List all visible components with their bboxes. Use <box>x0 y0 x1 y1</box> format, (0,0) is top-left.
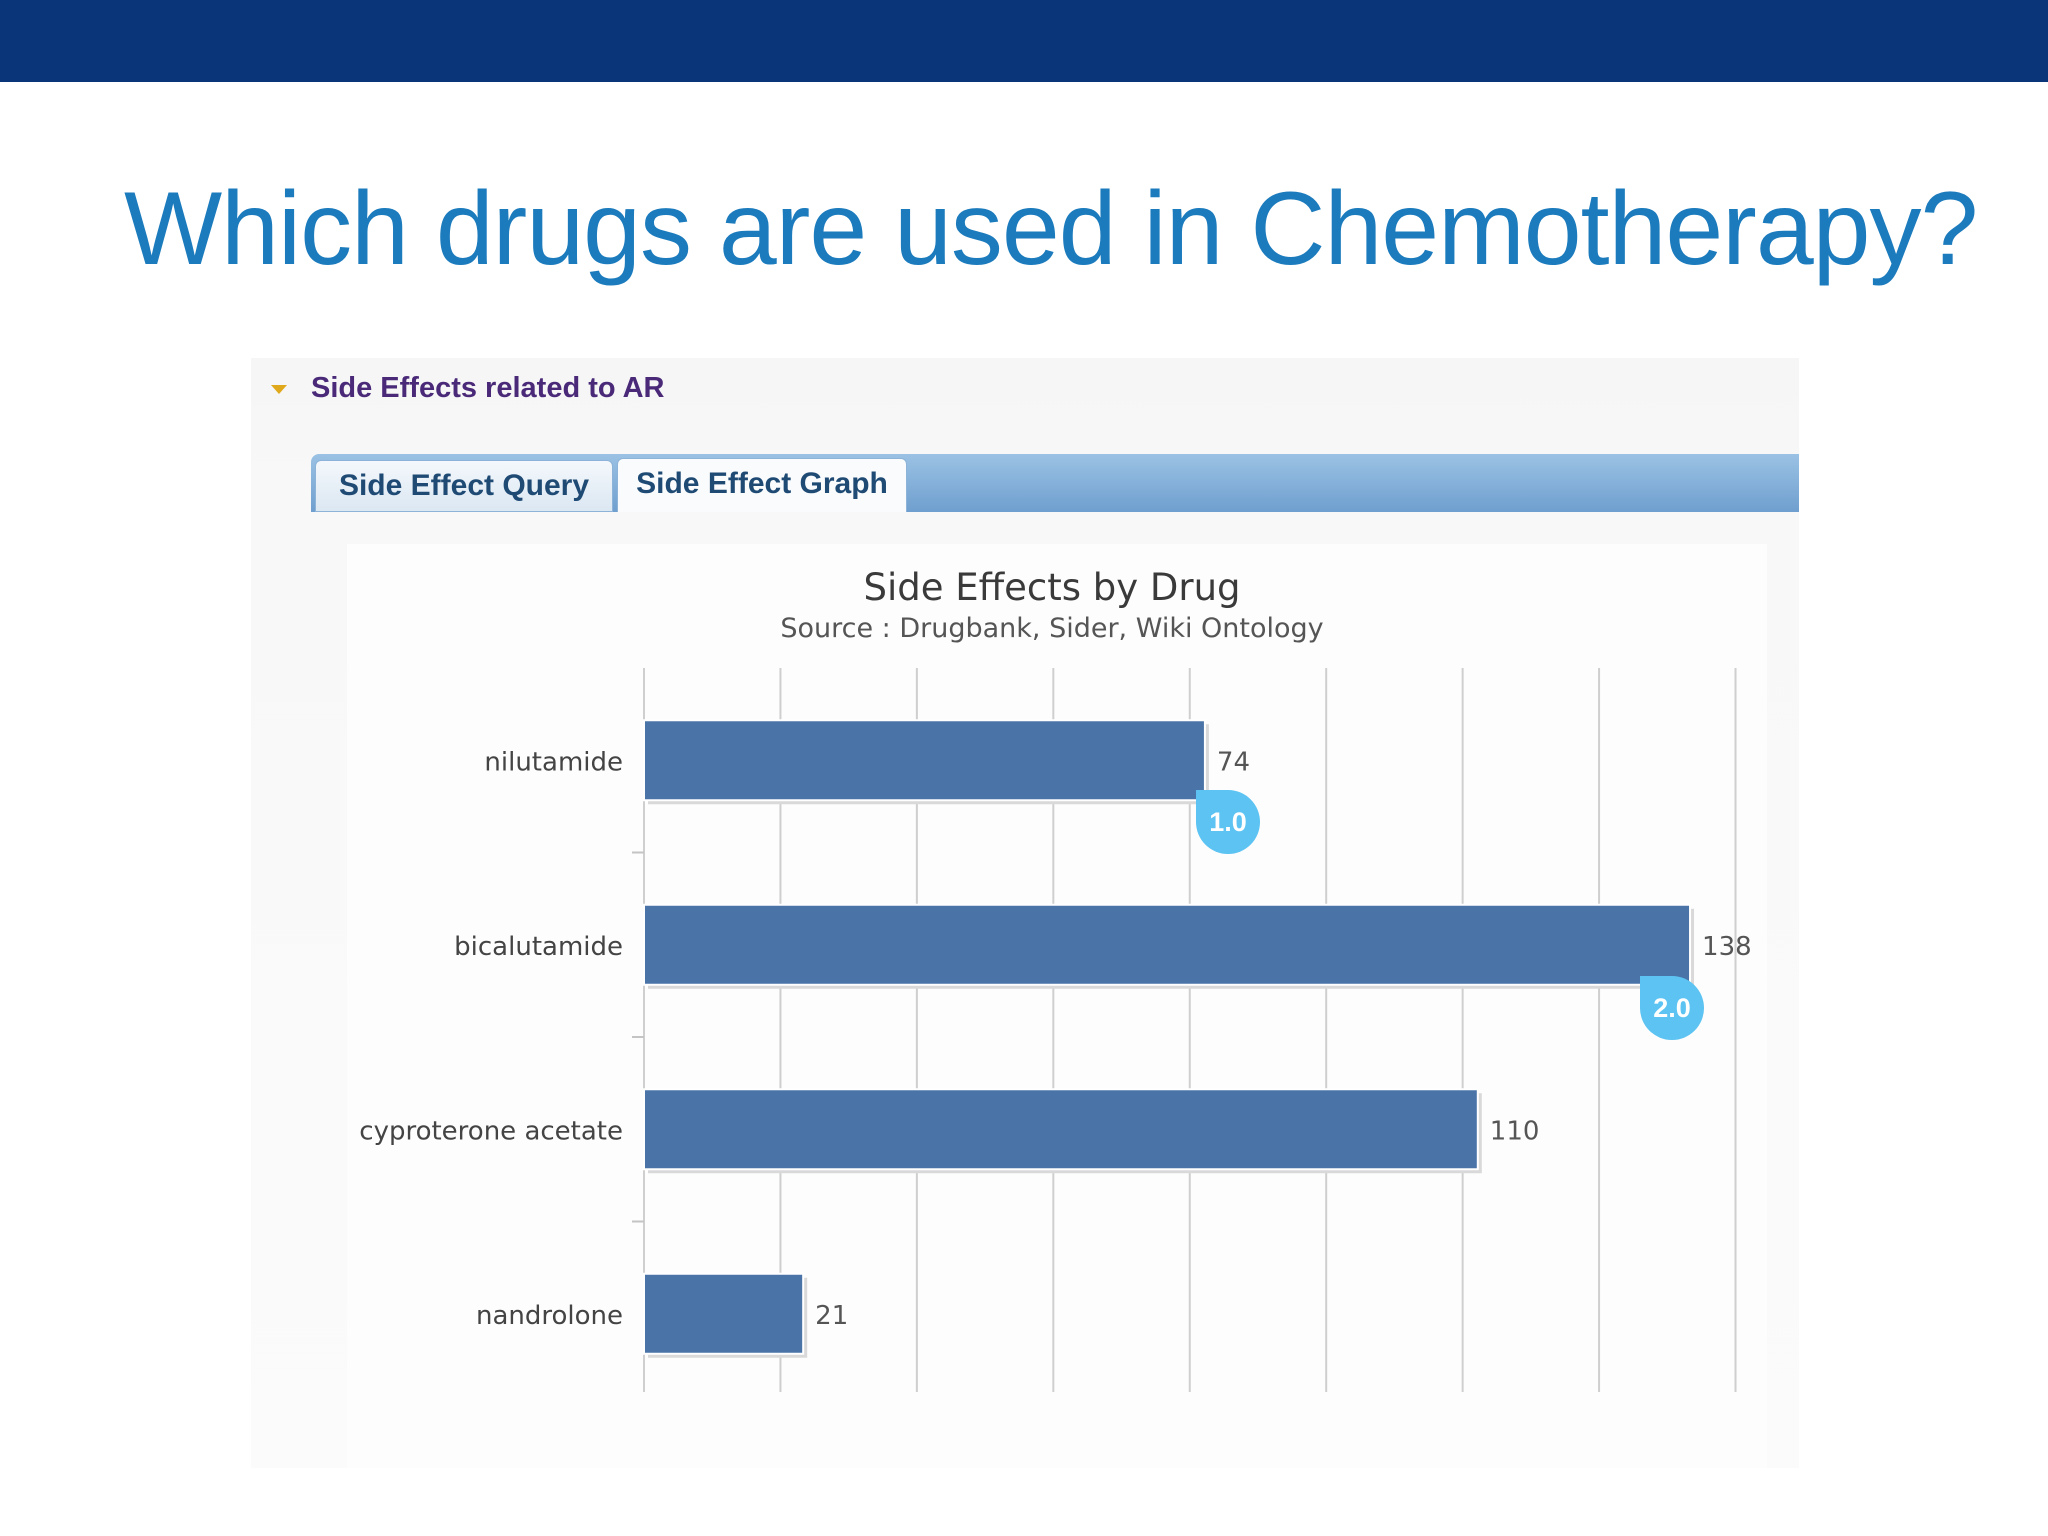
bar-nilutamide <box>643 719 1206 802</box>
bar-bicalutamide <box>643 903 1692 986</box>
callout-label-1: 1.0 <box>1209 807 1247 837</box>
tab-side-effect-query[interactable]: Side Effect Query <box>315 460 613 512</box>
callout-label-2: 2.0 <box>1653 993 1691 1023</box>
panel-header[interactable]: Side Effects related to AR <box>251 358 1799 448</box>
category-label: nandrolone <box>476 1301 623 1331</box>
value-label: 110 <box>1490 1116 1540 1146</box>
bar-nandrolone <box>643 1272 805 1355</box>
collapse-triangle-icon[interactable] <box>271 385 287 394</box>
slide-title: Which drugs are used in Chemotherapy? <box>124 171 1978 287</box>
chart-subtitle: Source : Drugbank, Sider, Wiki Ontology <box>780 613 1323 644</box>
panel-title: Side Effects related to AR <box>311 372 665 404</box>
callout-marker-1: 1.0 <box>1196 790 1260 854</box>
callout-marker-2: 2.0 <box>1640 976 1704 1040</box>
category-label: cyproterone acetate <box>359 1116 623 1146</box>
bar-cyproterone-acetate <box>643 1088 1479 1171</box>
top-banner <box>0 0 2048 82</box>
tab-side-effect-graph[interactable]: Side Effect Graph <box>617 458 907 512</box>
chart-title: Side Effects by Drug <box>863 566 1240 609</box>
value-label: 138 <box>1702 932 1752 962</box>
category-label: nilutamide <box>484 747 623 777</box>
value-label: 21 <box>815 1301 848 1331</box>
tab-strip: Side Effect Query Side Effect Graph <box>311 454 1799 512</box>
chart-area <box>347 544 1767 1468</box>
value-label: 74 <box>1217 747 1250 777</box>
category-label: bicalutamide <box>454 932 623 962</box>
